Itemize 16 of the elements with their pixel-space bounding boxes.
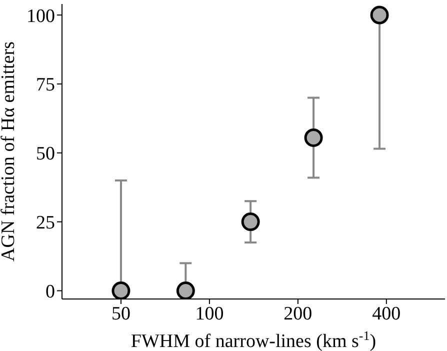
x-tick-label: 200	[284, 303, 312, 324]
y-tick-label: 75	[36, 74, 55, 96]
point	[241, 212, 260, 232]
point	[370, 6, 389, 24]
y-tick-label: 25	[36, 212, 55, 234]
point	[304, 128, 323, 147]
x-axis-title: FWHM of narrow-lines (km s$^{-1}$)	[130, 328, 376, 351]
point	[112, 281, 130, 299]
y-tick-label: 100	[26, 6, 55, 27]
x-tick-label: 100	[195, 303, 224, 324]
y-tick-label: 0	[46, 281, 55, 302]
point	[176, 281, 195, 299]
x-tick-label: 400	[372, 303, 401, 324]
y-tick-label: 50	[36, 144, 55, 165]
x-tick-label: 50	[111, 303, 130, 324]
y-axis-title: AGN fraction of Hα emitters	[0, 42, 19, 262]
